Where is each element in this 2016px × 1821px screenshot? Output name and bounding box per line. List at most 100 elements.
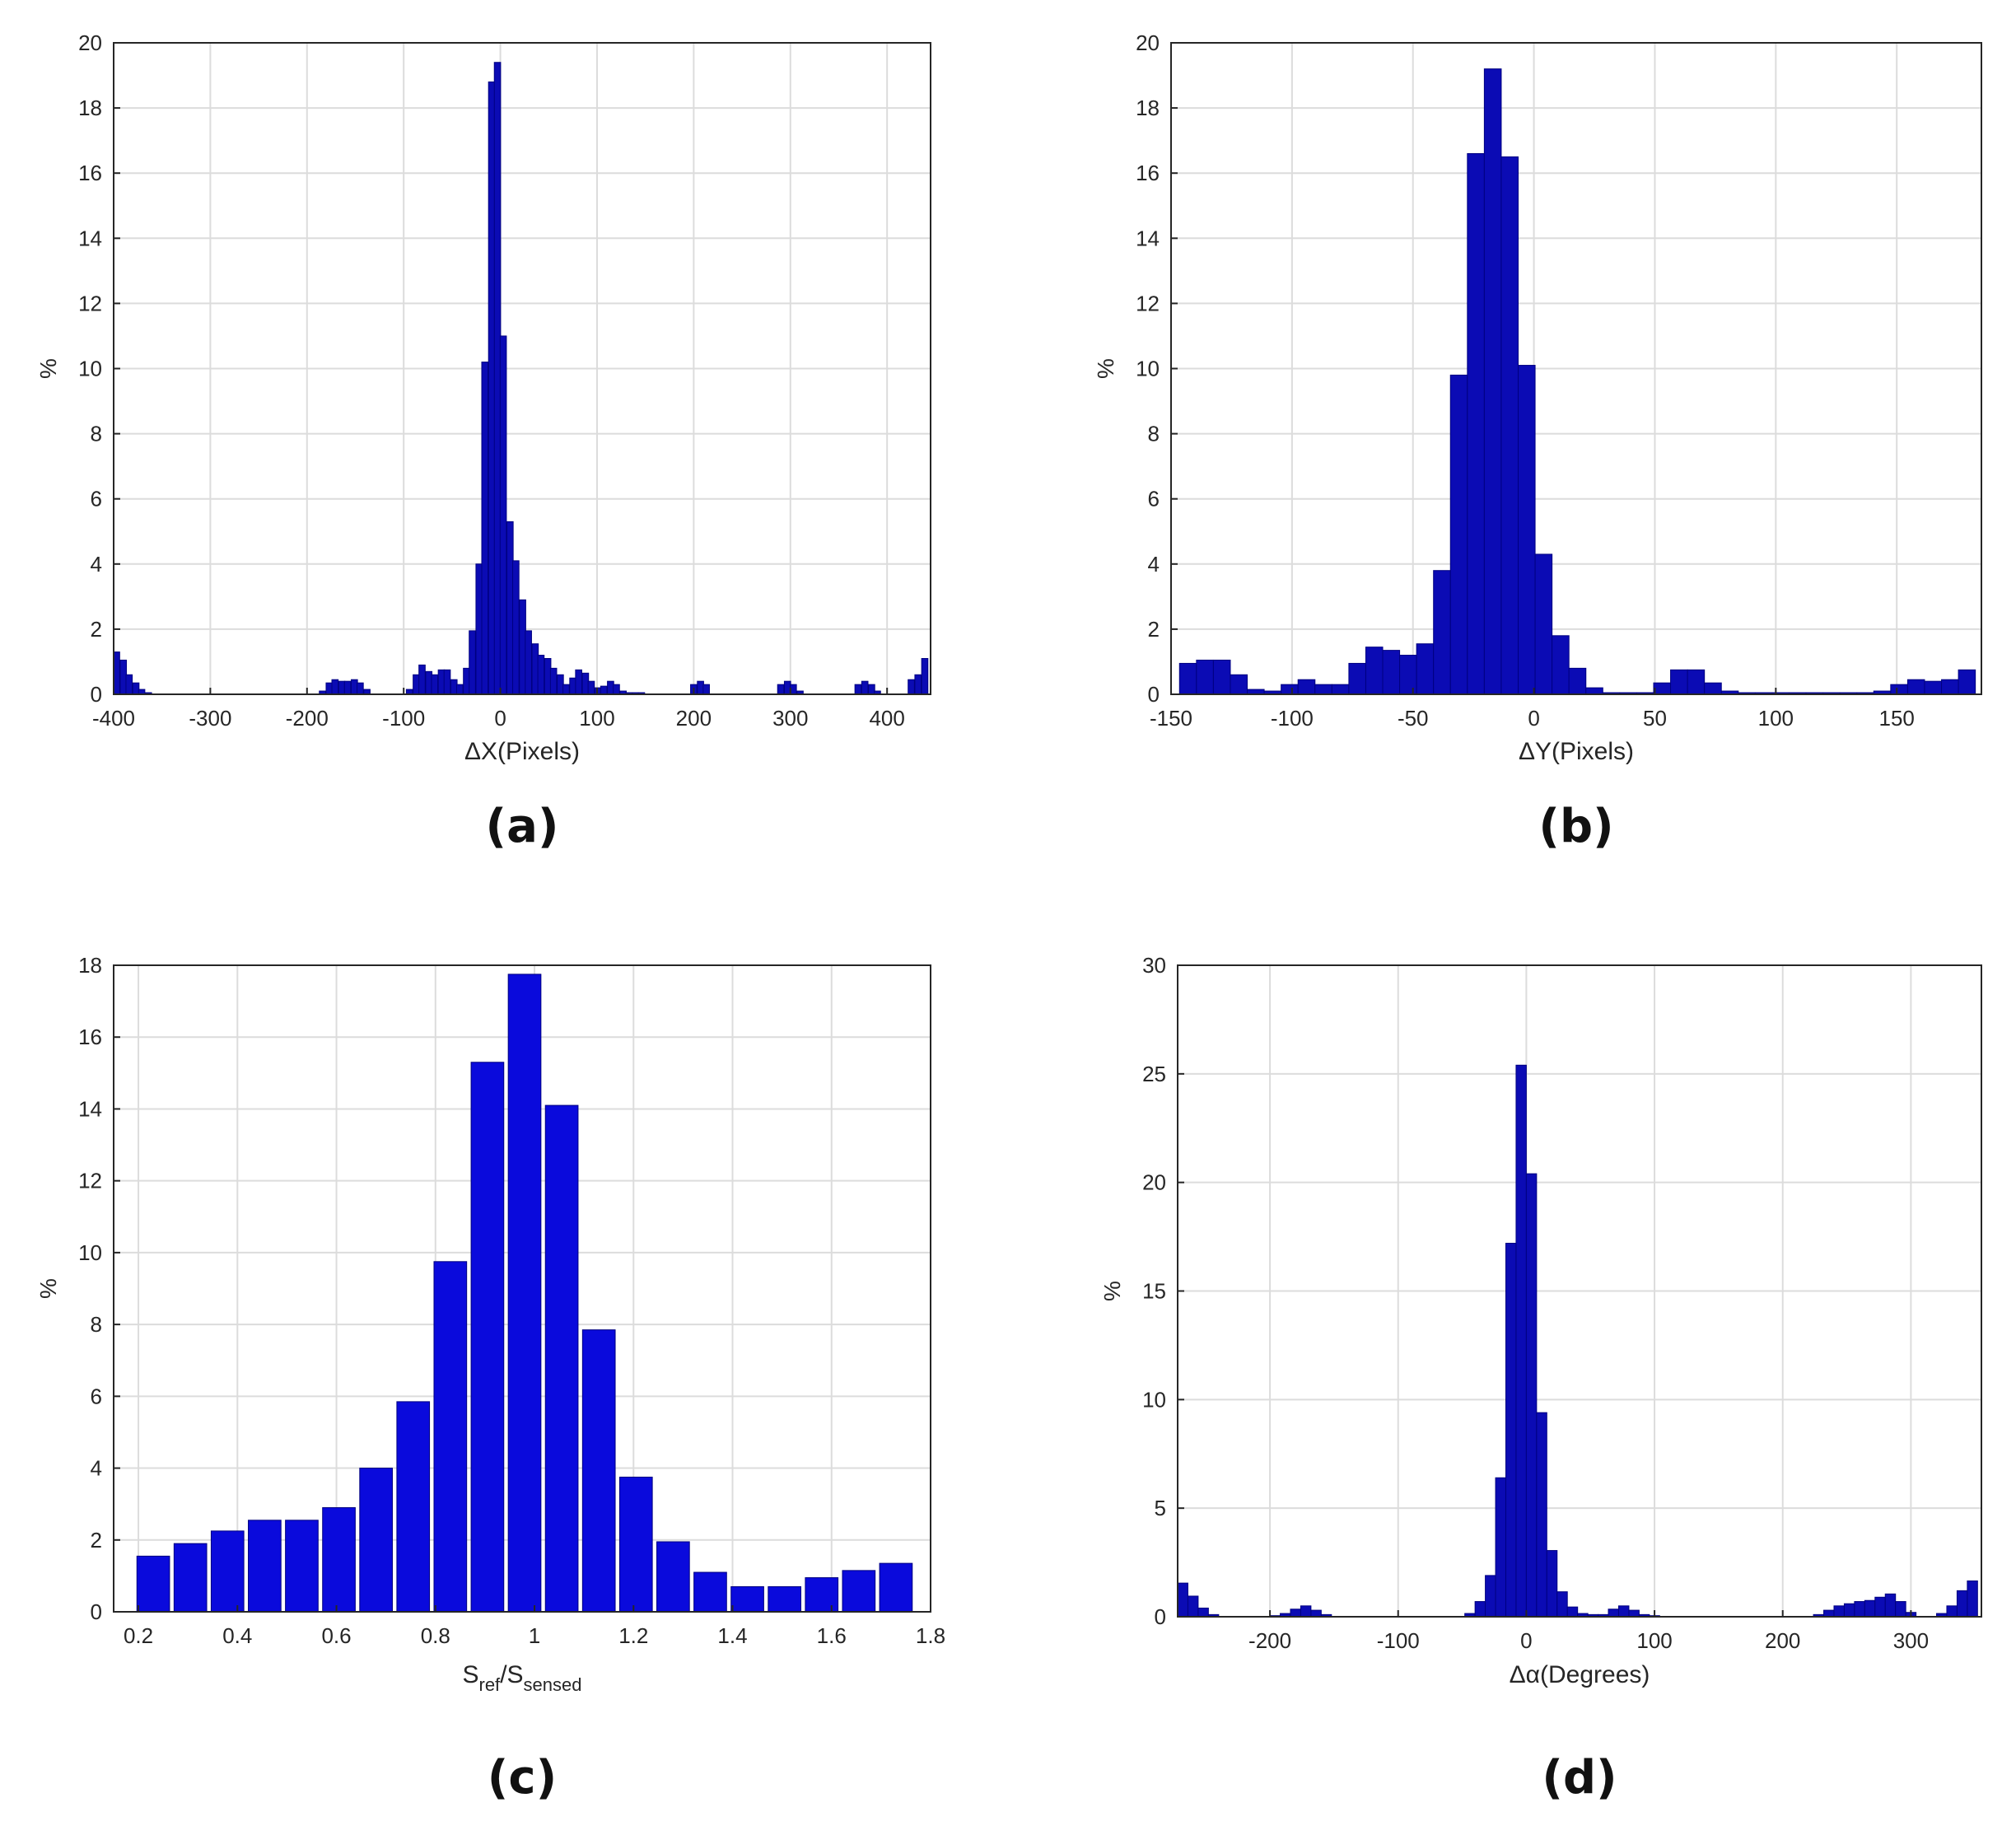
x-tick-label: -50 [1398, 706, 1429, 731]
x-tick-label: 100 [1636, 1628, 1672, 1653]
y-tick-label: 8 [91, 1312, 102, 1337]
histogram-bar [544, 1104, 579, 1613]
histogram-bar [113, 651, 120, 695]
x-tick-label: 1.8 [916, 1623, 945, 1648]
histogram-bar [1653, 682, 1672, 695]
x-tick-label: 0.2 [124, 1623, 153, 1648]
x-tick-label: 1.6 [817, 1623, 847, 1648]
x-axis-label: ΔX(Pixels) [464, 738, 580, 765]
panel-caption: (b) [1538, 800, 1613, 853]
histogram-bar [607, 680, 614, 695]
histogram-bar [1500, 156, 1519, 695]
histogram-bar [475, 563, 483, 695]
gridlines [1178, 965, 1981, 1617]
y-tick-label: 5 [1155, 1496, 1166, 1520]
x-tick-label: 300 [772, 706, 808, 731]
histogram-bar [1536, 1412, 1547, 1618]
histogram-bar [557, 674, 564, 695]
histogram-bar [470, 1062, 505, 1613]
histogram-bar [1534, 553, 1553, 695]
bars [1177, 1064, 1978, 1618]
histogram-bar [1382, 650, 1401, 695]
histogram-bar [493, 62, 502, 695]
histogram-bar [1281, 684, 1299, 695]
y-tick-label: 18 [78, 953, 102, 978]
plot-frame [113, 964, 931, 1613]
x-tick-label: -150 [1150, 706, 1192, 731]
y-tick-label: 8 [1148, 422, 1160, 446]
x-tick-label: -100 [1271, 706, 1314, 731]
histogram-bar [693, 1571, 727, 1613]
histogram-bar [1568, 667, 1587, 695]
histogram-bar [842, 1570, 876, 1613]
histogram-bar [431, 674, 439, 695]
histogram-bar [1608, 1609, 1619, 1618]
histogram-bar [581, 672, 590, 695]
histogram-bar [549, 667, 558, 695]
y-tick-label: 16 [78, 161, 102, 185]
histogram-bar [702, 684, 710, 695]
histogram-bar [1187, 1595, 1199, 1618]
x-tick-label: 0 [1528, 706, 1539, 731]
histogram-bar [1552, 635, 1570, 695]
histogram-bar [805, 1577, 839, 1613]
chart-panel-c: 0.2 0.4 0.6 0.8 1 1.2 1.4 1.6 1.8 0 2 4 6 8 10 12 14 16 18… [0, 910, 1008, 1821]
histogram-bar [594, 687, 602, 695]
histogram-bar [1864, 1599, 1876, 1618]
histogram-scale-ratio: 0.2 0.4 0.6 0.8 1 1.2 1.4 1.6 1.8 0 2 4 6 8 10 12 14 16 18… [35, 953, 945, 1805]
x-tick-label: -300 [189, 706, 231, 731]
histogram-bar [1399, 655, 1417, 695]
histogram-bar [613, 684, 620, 695]
histogram-bar [1310, 1609, 1322, 1618]
panel-caption: (a) [486, 800, 559, 853]
x-tick-label: 0.6 [321, 1623, 351, 1648]
histogram-bar [1365, 647, 1384, 695]
x-axis-label-sub-sensed: sensed [524, 1674, 582, 1695]
histogram-bar [357, 682, 364, 695]
histogram-bar [1212, 659, 1231, 695]
histogram-bar [1941, 679, 1959, 695]
histogram-bar [914, 674, 922, 695]
y-tick-label: 6 [91, 1384, 102, 1408]
histogram-bar [697, 680, 704, 695]
histogram-bar [1230, 674, 1248, 695]
histogram-bar [1495, 1477, 1506, 1618]
histogram-bar [1474, 1601, 1486, 1618]
y-tick-label: 15 [1142, 1279, 1166, 1304]
x-tick-label: 150 [1878, 706, 1914, 731]
histogram-bar [1525, 1173, 1538, 1618]
y-tick-label: 16 [78, 1025, 102, 1049]
histogram-bar [1196, 659, 1214, 695]
histogram-bar [481, 362, 489, 695]
y-tick-label: 20 [1142, 1170, 1166, 1195]
x-tick-label: 1.2 [618, 1623, 648, 1648]
tick-labels: -150 -100 -50 0 50 100 150 0 2 4 6 8 10 12 14 16 18 20 [1136, 30, 1915, 731]
histogram-bar [1670, 669, 1688, 695]
y-axis-label: % [1099, 1281, 1125, 1301]
histogram-bar [1628, 1609, 1640, 1618]
x-tick-label: -100 [1377, 1628, 1420, 1653]
histogram-bar [499, 335, 507, 695]
histogram-bar [1177, 1582, 1188, 1618]
histogram-bar [537, 655, 545, 695]
gridlines [114, 43, 931, 694]
histogram-bar [1617, 1605, 1630, 1618]
y-tick-label: 14 [1136, 226, 1160, 250]
y-tick-label: 18 [1136, 96, 1160, 120]
histogram-bar [1197, 1607, 1209, 1618]
histogram-bar [1505, 1242, 1517, 1618]
histogram-bar [519, 599, 526, 695]
histogram-bar [1946, 1605, 1958, 1618]
histogram-bar [544, 657, 552, 695]
y-tick-label: 2 [91, 617, 102, 642]
y-tick-label: 0 [1148, 682, 1160, 707]
y-tick-label: 10 [78, 357, 102, 381]
histogram-bar [1449, 374, 1468, 695]
histogram-bar [1515, 1064, 1527, 1618]
histogram-bar [396, 1401, 431, 1613]
histogram-bar [921, 657, 929, 695]
histogram-bar [1704, 682, 1722, 695]
histogram-bar [1485, 1575, 1496, 1618]
histogram-bar [173, 1543, 208, 1613]
histogram-bar [248, 1520, 282, 1613]
